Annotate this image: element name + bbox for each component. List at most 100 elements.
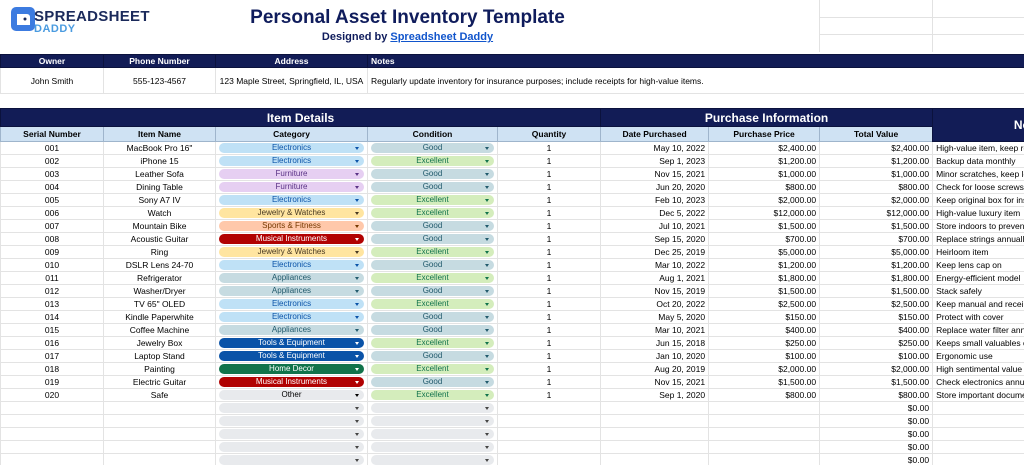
date-purchased: Dec 5, 2022 (600, 206, 710, 220)
category-dropdown[interactable]: Appliances (219, 325, 364, 335)
condition-dropdown[interactable]: Good (371, 143, 494, 153)
serial-number: 015 (0, 323, 104, 337)
group-row: Item Details Purchase Information Notes (0, 108, 1024, 142)
grid-line (819, 34, 1024, 35)
date-purchased: Aug 20, 2019 (600, 362, 710, 376)
item-name: iPhone 15 (103, 154, 216, 168)
condition-dropdown[interactable]: Good (371, 286, 494, 296)
condition-dropdown[interactable]: Good (371, 325, 494, 335)
category-dropdown[interactable]: Electronics (219, 156, 364, 166)
condition-cell (367, 414, 498, 428)
condition-dropdown[interactable]: Good (371, 169, 494, 179)
category-dropdown[interactable]: Electronics (219, 299, 364, 309)
serial-number: 008 (0, 232, 104, 246)
total-value: $2,500.00 (819, 297, 934, 311)
category-dropdown[interactable]: Other (219, 390, 364, 400)
total-value: $1,800.00 (819, 271, 934, 285)
note: Replace strings annually (932, 232, 1024, 246)
condition-dropdown[interactable]: Good (371, 351, 494, 361)
note: Protect with cover (932, 310, 1024, 324)
quantity: 1 (496, 349, 602, 363)
item-row: 006 Watch Jewelry & Watches Excellent 1 Dec 5… (0, 206, 1024, 220)
condition-dropdown[interactable] (371, 403, 494, 413)
category-dropdown[interactable]: Tools & Equipment (219, 351, 364, 361)
condition-cell: Good (367, 219, 498, 233)
empty-cell (0, 414, 104, 428)
condition-dropdown[interactable]: Good (371, 377, 494, 387)
condition-dropdown[interactable]: Excellent (371, 390, 494, 400)
category-dropdown[interactable]: Home Decor (219, 364, 364, 374)
quantity: 1 (496, 141, 602, 155)
category-dropdown[interactable]: Appliances (219, 286, 364, 296)
date-purchased: Jun 20, 2020 (600, 180, 710, 194)
condition-dropdown[interactable]: Excellent (371, 299, 494, 309)
category-dropdown[interactable]: Electronics (219, 312, 364, 322)
empty-cell (932, 401, 1024, 415)
category-dropdown[interactable] (219, 429, 364, 439)
condition-dropdown[interactable] (371, 416, 494, 426)
category-cell: Musical Instruments (215, 375, 368, 389)
item-name: TV 65" OLED (103, 297, 216, 311)
subtitle-link[interactable]: Spreadsheet Daddy (390, 31, 494, 43)
purchase-price: $1,200.00 (708, 154, 821, 168)
category-dropdown[interactable] (219, 442, 364, 452)
category-dropdown[interactable]: Tools & Equipment (219, 338, 364, 348)
condition-dropdown[interactable] (371, 455, 494, 465)
total-value: $2,400.00 (819, 141, 934, 155)
total-value: $800.00 (819, 388, 934, 402)
category-dropdown[interactable]: Appliances (219, 273, 364, 283)
condition-dropdown[interactable]: Good (371, 182, 494, 192)
condition-dropdown[interactable]: Excellent (371, 273, 494, 283)
condition-dropdown[interactable]: Good (371, 234, 494, 244)
category-dropdown[interactable]: Sports & Fitness (219, 221, 364, 231)
date-purchased: Dec 25, 2019 (600, 245, 710, 259)
category-dropdown[interactable] (219, 455, 364, 465)
date-purchased: May 5, 2020 (600, 310, 710, 324)
total-value: $1,500.00 (819, 375, 934, 389)
condition-dropdown[interactable] (371, 429, 494, 439)
condition-dropdown[interactable] (371, 442, 494, 452)
category-dropdown[interactable]: Jewelry & Watches (219, 247, 364, 257)
total-value: $2,000.00 (819, 362, 934, 376)
condition-cell: Good (367, 167, 498, 181)
category-dropdown[interactable]: Electronics (219, 143, 364, 153)
category-dropdown[interactable]: Jewelry & Watches (219, 208, 364, 218)
condition-dropdown[interactable]: Good (371, 221, 494, 231)
condition-dropdown[interactable]: Excellent (371, 247, 494, 257)
empty-cell (0, 440, 104, 454)
condition-dropdown[interactable]: Excellent (371, 364, 494, 374)
condition-dropdown[interactable]: Good (371, 260, 494, 270)
item-name: Watch (103, 206, 216, 220)
grid-line (819, 0, 820, 52)
category-dropdown[interactable]: Furniture (219, 182, 364, 192)
quantity: 1 (496, 388, 602, 402)
condition-dropdown[interactable]: Excellent (371, 338, 494, 348)
inventory-section: Item Details Purchase Information Notes … (0, 108, 1024, 465)
empty-cell (496, 427, 602, 441)
total-value: $700.00 (819, 232, 934, 246)
category-cell: Electronics (215, 141, 368, 155)
category-dropdown[interactable]: Electronics (219, 260, 364, 270)
category-dropdown[interactable]: Musical Instruments (219, 377, 364, 387)
purchase-price: $250.00 (708, 336, 821, 350)
blank-row: $0.00 (0, 401, 1024, 415)
quantity: 1 (496, 362, 602, 376)
empty-cell (0, 453, 104, 465)
condition-cell: Good (367, 310, 498, 324)
category-dropdown[interactable]: Musical Instruments (219, 234, 364, 244)
condition-dropdown[interactable]: Excellent (371, 208, 494, 218)
purchase-price: $1,000.00 (708, 167, 821, 181)
condition-dropdown[interactable]: Excellent (371, 195, 494, 205)
condition-cell: Good (367, 323, 498, 337)
category-cell: Appliances (215, 284, 368, 298)
category-dropdown[interactable] (219, 403, 364, 413)
category-dropdown[interactable]: Furniture (219, 169, 364, 179)
item-name: DSLR Lens 24-70 (103, 258, 216, 272)
condition-dropdown[interactable]: Excellent (371, 156, 494, 166)
purchase-price: $12,000.00 (708, 206, 821, 220)
condition-dropdown[interactable]: Good (371, 312, 494, 322)
category-dropdown[interactable] (219, 416, 364, 426)
category-dropdown[interactable]: Electronics (219, 195, 364, 205)
empty-cell (600, 427, 710, 441)
total-value: $2,000.00 (819, 193, 934, 207)
